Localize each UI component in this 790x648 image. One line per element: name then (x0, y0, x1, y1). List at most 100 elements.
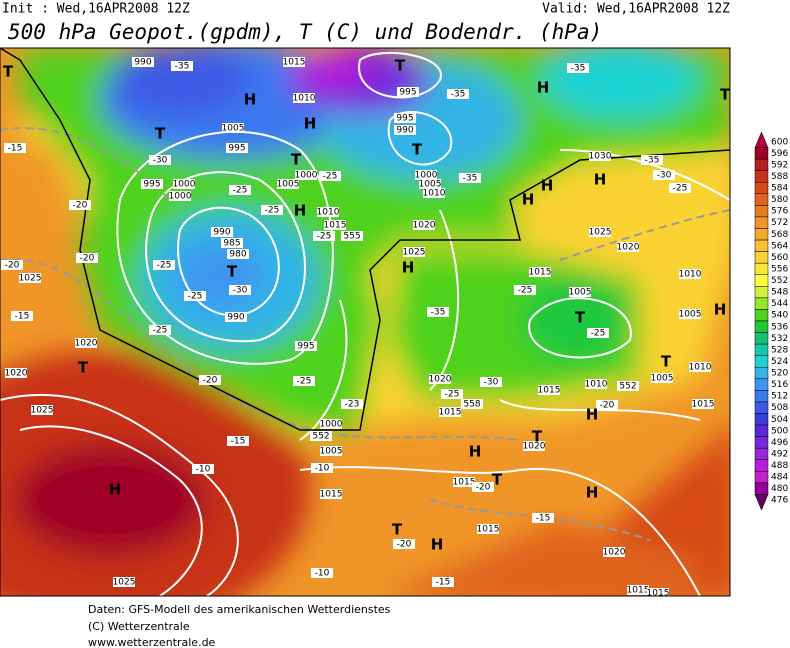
temperature-lines (0, 127, 730, 541)
label-box (261, 205, 283, 215)
label-box (4, 143, 26, 153)
label-box (477, 524, 499, 534)
contour-label: -10 (196, 465, 211, 475)
pressure-center: H (294, 202, 307, 220)
contour-label: 985 (223, 239, 240, 249)
label-box (310, 431, 332, 441)
pressure-center: H (304, 115, 317, 133)
label-box (184, 291, 206, 301)
label-box (31, 405, 53, 415)
colorbar-swatch (754, 193, 769, 206)
label-box (211, 227, 233, 237)
label-box (171, 61, 193, 71)
colorbar-swatch (754, 158, 769, 171)
label-box (447, 89, 469, 99)
label-box (319, 171, 341, 181)
contour-label: 1000 (320, 420, 343, 430)
label-box (459, 173, 481, 183)
label-box (229, 185, 251, 195)
colorbar-label: 588 (771, 172, 788, 182)
label-box (19, 273, 41, 283)
contour-label: 1020 (603, 548, 626, 558)
label-box (229, 285, 251, 295)
contour-label: 1030 (589, 152, 612, 162)
colorbar-label: 520 (771, 369, 788, 379)
label-box (295, 341, 317, 351)
contour-label: -30 (657, 171, 672, 181)
contour-label: -20 (600, 401, 615, 411)
label-box (589, 151, 611, 161)
contour-label: -15 (436, 578, 451, 588)
colorbar-swatch (754, 216, 769, 229)
colorbar-label: 492 (771, 449, 788, 459)
pressure-center: H (541, 177, 554, 195)
contour-label: 1015 (324, 221, 347, 231)
label-box (415, 170, 437, 180)
pressure-center: T (78, 359, 89, 377)
label-box (320, 489, 342, 499)
contour-label: 1015 (453, 478, 476, 488)
label-box (603, 547, 625, 557)
label-box (76, 253, 98, 263)
pressure-center: T (155, 125, 166, 143)
label-box (5, 368, 27, 378)
colorbar-swatch (754, 471, 769, 484)
label-box (11, 311, 33, 321)
pressure-center: T (412, 141, 423, 159)
contour-label: 1015 (538, 386, 561, 396)
pressure-center: H (522, 191, 535, 209)
pressure-center: H (109, 481, 122, 499)
map-frame (0, 47, 731, 597)
contour-label: 552 (312, 432, 329, 442)
colorbar-label: 564 (771, 241, 788, 251)
contour-label: 1020 (523, 442, 546, 452)
label-box (149, 155, 171, 165)
contour-label: 995 (399, 88, 416, 98)
label-box (69, 200, 91, 210)
contour-label: 995 (396, 114, 413, 124)
label-box (689, 362, 711, 372)
contour-label: 990 (134, 58, 151, 68)
contour-label: -35 (645, 156, 660, 166)
colorbar-label: 488 (771, 461, 788, 471)
label-box (293, 376, 315, 386)
colorbar-swatch (754, 205, 769, 218)
contour-label: -35 (571, 64, 586, 74)
contour-label: 1005 (651, 374, 674, 384)
contour-label: -35 (175, 62, 190, 72)
pressure-center: T (227, 263, 238, 281)
contour-label: -23 (345, 400, 360, 410)
label-box (227, 436, 249, 446)
contour-label: -20 (80, 254, 95, 264)
label-box (313, 231, 335, 241)
colorbar-label: 556 (771, 264, 788, 274)
label-box (585, 379, 607, 389)
contour-label: -25 (188, 292, 203, 302)
label-box (311, 568, 333, 578)
label-box (480, 377, 502, 387)
colorbar-arrow (754, 494, 769, 511)
colorbar-swatch (754, 286, 769, 299)
contour-label: -25 (265, 206, 280, 216)
colorbar-swatch (754, 262, 769, 275)
colorbar-swatch (754, 482, 769, 495)
label-box (277, 179, 299, 189)
contour-label: -25 (673, 184, 688, 194)
pressure-center: T (3, 63, 14, 81)
contour-label: 1015 (529, 268, 552, 278)
label-box (472, 482, 494, 492)
colorbar-swatch (754, 413, 769, 426)
label-box (293, 93, 315, 103)
colorbar-label: 584 (771, 184, 788, 194)
pressure-center: H (244, 91, 257, 109)
colorbar-swatch (754, 147, 769, 160)
label-box (222, 123, 244, 133)
colorbar-label: 524 (771, 357, 788, 367)
label-box (651, 373, 673, 383)
valid-time: Valid: Wed,16APR2008 12Z (542, 2, 730, 17)
colorbar-label: 592 (771, 160, 788, 170)
colorbar-label: 484 (771, 473, 788, 483)
label-box (439, 407, 461, 417)
label-box (453, 477, 475, 487)
